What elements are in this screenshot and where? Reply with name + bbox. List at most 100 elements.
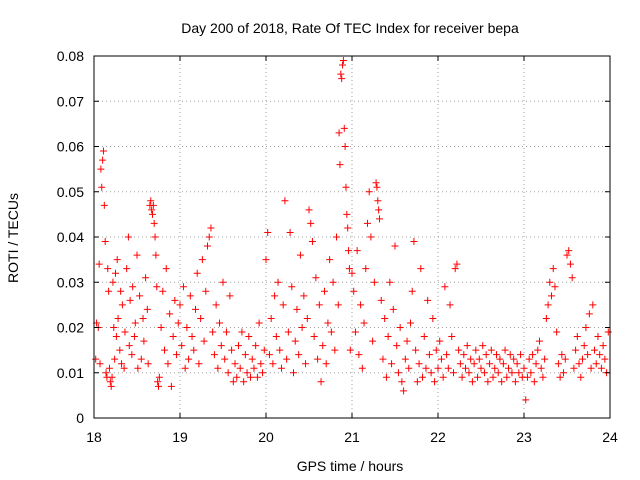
- data-point: [470, 360, 478, 368]
- chart-title: Day 200 of 2018, Rate Of TEC Index for r…: [181, 20, 519, 36]
- data-point: [582, 324, 590, 331]
- data-point: [424, 296, 432, 304]
- data-point: [155, 373, 163, 381]
- data-point: [228, 346, 236, 354]
- data-point: [149, 201, 157, 209]
- data-point: [522, 396, 530, 404]
- data-point: [150, 219, 158, 227]
- data-point: [517, 351, 525, 359]
- data-point: [329, 278, 337, 286]
- data-point: [198, 256, 206, 264]
- data-point: [171, 296, 179, 304]
- data-point: [148, 206, 156, 214]
- data-point: [594, 333, 602, 341]
- data-point: [443, 351, 451, 359]
- data-point: [363, 219, 371, 227]
- data-point: [255, 319, 263, 327]
- data-point: [353, 247, 361, 255]
- data-point: [173, 351, 181, 359]
- data-point: [413, 378, 421, 386]
- data-point: [276, 346, 284, 354]
- data-point: [587, 364, 595, 372]
- data-point: [482, 351, 490, 359]
- data-point: [534, 346, 542, 354]
- data-point: [568, 274, 576, 282]
- data-point: [188, 333, 196, 341]
- data-point: [408, 287, 416, 295]
- data-point: [542, 314, 550, 322]
- data-point: [322, 360, 330, 368]
- data-point: [529, 351, 537, 359]
- data-point: [205, 233, 213, 241]
- data-point: [105, 287, 113, 295]
- data-point: [592, 360, 600, 368]
- data-point: [118, 301, 126, 309]
- data-point: [462, 364, 470, 372]
- data-point: [113, 256, 121, 264]
- data-point: [112, 269, 119, 277]
- data-point: [130, 333, 138, 341]
- data-point: [97, 165, 105, 173]
- data-point: [269, 360, 277, 368]
- data-point: [525, 355, 533, 363]
- y-tick-label: 0.05: [57, 184, 84, 200]
- axis-ticks-layer: 18 19 20 21 22 23 24 0 0.01 0.02 0.03 0.04 0.05 0.06 0…: [57, 48, 618, 445]
- data-point: [262, 256, 270, 264]
- data-point: [200, 337, 208, 345]
- y-tick-label: 0: [76, 410, 84, 426]
- data-point: [274, 278, 282, 286]
- data-point: [344, 224, 352, 232]
- data-point: [109, 278, 117, 286]
- data-point: [346, 346, 354, 354]
- data-point: [566, 260, 574, 268]
- data-point: [386, 278, 394, 286]
- data-point: [307, 219, 315, 227]
- y-tick-label: 0.02: [57, 320, 84, 336]
- data-point: [101, 238, 109, 246]
- data-point: [290, 369, 298, 377]
- data-point: [335, 129, 343, 137]
- data-point: [99, 147, 107, 155]
- data-point: [312, 274, 320, 282]
- data-point: [288, 283, 296, 291]
- data-point: [250, 364, 258, 372]
- data-point: [439, 373, 447, 381]
- y-tick-label: 0.03: [57, 274, 84, 290]
- data-point: [264, 228, 272, 236]
- data-point: [351, 328, 359, 336]
- data-point: [245, 333, 253, 341]
- data-point: [553, 328, 561, 336]
- data-point: [513, 360, 521, 368]
- data-point: [348, 269, 356, 277]
- data-point: [315, 301, 323, 309]
- data-point: [532, 360, 540, 368]
- data-point: [403, 337, 411, 345]
- data-point: [604, 328, 612, 336]
- data-point: [372, 179, 380, 187]
- data-point: [295, 351, 303, 359]
- data-point: [444, 364, 452, 372]
- data-point: [209, 328, 217, 336]
- data-point: [591, 346, 599, 354]
- y-axis-title: ROTI / TECUs: [5, 193, 21, 283]
- data-point: [151, 233, 159, 241]
- data-point: [427, 369, 435, 377]
- data-point: [436, 337, 444, 345]
- data-point: [374, 197, 382, 205]
- data-point: [449, 369, 457, 377]
- data-point: [324, 319, 332, 327]
- data-point: [345, 265, 353, 273]
- data-point: [389, 305, 397, 313]
- data-point: [343, 210, 351, 218]
- data-point: [260, 346, 268, 354]
- data-point: [333, 233, 341, 241]
- data-point: [108, 373, 116, 381]
- data-point: [159, 287, 167, 295]
- data-point: [243, 369, 251, 377]
- x-tick-label: 18: [86, 429, 102, 445]
- data-point: [400, 387, 408, 395]
- data-point: [320, 287, 328, 295]
- data-point: [236, 364, 244, 372]
- data-point: [300, 292, 308, 300]
- data-point: [375, 206, 383, 214]
